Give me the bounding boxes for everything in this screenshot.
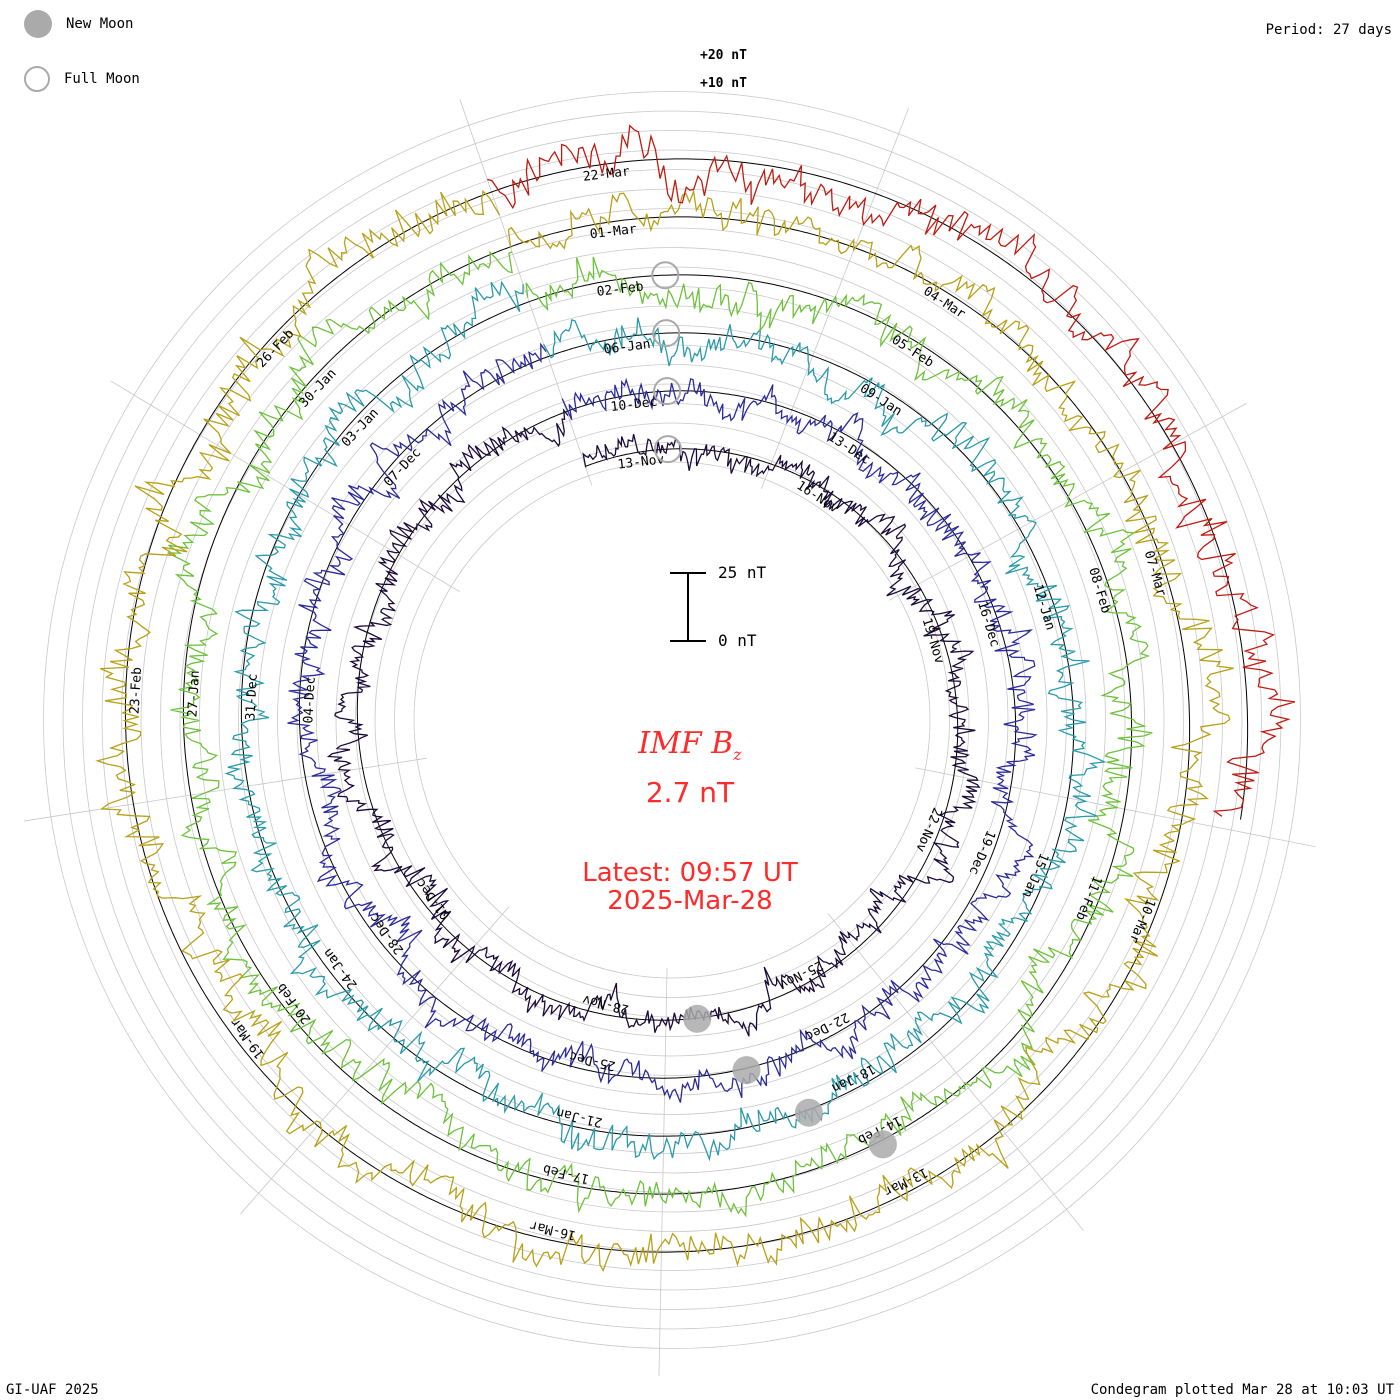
- new-moon-marker: [683, 1004, 712, 1033]
- date-label: 04-Mar: [920, 284, 968, 322]
- parameter-name-text: IMF B: [638, 726, 734, 761]
- legend-full-moon-label: Full Moon: [64, 71, 140, 87]
- grid-spoke: [240, 906, 510, 1215]
- date-label: 04-Dec: [301, 676, 319, 724]
- latest-date: 2025-Mar-28: [607, 886, 773, 916]
- new-moon-marker: [794, 1098, 823, 1127]
- date-label: 02-Feb: [596, 279, 645, 300]
- scale-bottom-label: 0 nT: [718, 631, 757, 650]
- date-label: 27-Jan: [185, 670, 203, 718]
- date-label: 06-Jan: [603, 337, 651, 358]
- date-label: 08-Feb: [1085, 566, 1113, 615]
- grid-ring: [257, 305, 1087, 1135]
- grid-spoke: [658, 967, 668, 1376]
- date-label: 13-Nov: [617, 452, 666, 473]
- new-moon-marker: [868, 1130, 897, 1159]
- zero-reference-spiral: [356, 411, 959, 1021]
- ref-level-20: +20 nT: [700, 48, 747, 63]
- grid-ring: [179, 227, 1165, 1213]
- grid-ring: [43, 91, 1301, 1349]
- date-label: 28-Nov: [581, 991, 630, 1016]
- series-trace: [95, 188, 1234, 1273]
- grid-ring: [121, 169, 1223, 1271]
- parameter-name: IMF Bz: [0, 726, 1380, 764]
- credit-label: GI-UAF 2025: [6, 1382, 99, 1398]
- grid-ring: [277, 325, 1067, 1115]
- new-moon-marker: [732, 1056, 761, 1085]
- grid-spoke: [827, 912, 1084, 1232]
- grid-ring: [160, 208, 1184, 1232]
- series-trace: [326, 408, 981, 1037]
- date-label: 12-Jan: [1030, 583, 1058, 632]
- grid-ring: [140, 188, 1204, 1252]
- grid-ring: [101, 149, 1243, 1291]
- series-trace: [167, 250, 1153, 1218]
- full-moon-marker: [653, 377, 682, 406]
- scale-top-label: 25 nT: [718, 563, 767, 582]
- zero-reference-spiral: [124, 191, 1191, 1253]
- plotted-label: Condegram plotted Mar 28 at 10:03 UT: [1090, 1382, 1394, 1398]
- legend-new-moon-label: New Moon: [66, 16, 134, 32]
- grid-spoke: [459, 99, 593, 486]
- parameter-value: 2.7 nT: [645, 776, 735, 809]
- grid-ring: [316, 364, 1028, 1076]
- grid-spoke: [23, 757, 428, 822]
- period-label: Period: 27 days: [1265, 22, 1392, 38]
- full-moon-marker: [652, 319, 681, 348]
- grid-ring: [82, 130, 1262, 1310]
- grid-ring: [199, 247, 1145, 1193]
- scale-bar: [670, 572, 706, 642]
- full-moon-marker: [651, 261, 680, 290]
- ref-level-10: +10 nT: [700, 76, 747, 91]
- new-moon-icon: [24, 10, 52, 38]
- series-trace: [287, 342, 1038, 1103]
- series-trace: [487, 124, 1296, 817]
- legend-new-moon: New Moon: [24, 10, 133, 38]
- moon-markers: [651, 261, 897, 1159]
- grid-ring: [218, 266, 1126, 1174]
- series-trace: [224, 280, 1107, 1162]
- ring-grid: [23, 91, 1316, 1376]
- full-moon-icon: [24, 66, 50, 92]
- date-label: 22-Mar: [582, 164, 631, 185]
- parameter-subscript: z: [733, 745, 742, 764]
- grid-ring: [335, 383, 1009, 1057]
- full-moon-marker: [653, 435, 682, 464]
- grid-ring: [62, 110, 1282, 1330]
- data-traces: [95, 124, 1296, 1273]
- date-label: 13-Dec: [825, 430, 873, 468]
- latest-time: Latest: 09:57 UT: [582, 858, 798, 888]
- date-label: 31-Dec: [243, 673, 261, 721]
- date-label: 01-Mar: [589, 222, 638, 243]
- grid-ring: [374, 422, 970, 1018]
- grid-spoke: [110, 380, 460, 593]
- date-label: 10-Dec: [610, 395, 658, 416]
- zero-reference-spiral: [491, 158, 1249, 820]
- date-label: 05-Feb: [889, 333, 937, 371]
- legend-full-moon: Full Moon: [24, 66, 140, 92]
- date-label: 23-Feb: [128, 667, 146, 715]
